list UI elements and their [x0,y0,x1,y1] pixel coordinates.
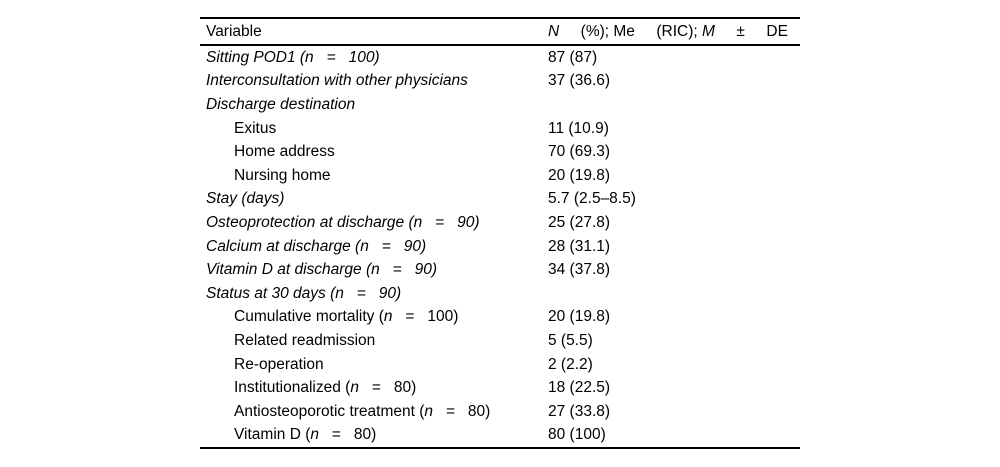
label-run: Exitus [234,119,277,137]
row-value: 27 (33.8) [548,402,611,420]
row-value: 2 (2.2) [548,355,593,373]
label-run: = 100) [392,308,459,326]
header-segment: DE [766,23,788,41]
table-row: Cumulative mortality (n = 100) 20 (19.8) [200,306,800,330]
label-run: ± [736,22,745,40]
label-run-italic: n [350,379,359,397]
table-row: Related readmission 5 (5.5) [200,329,800,353]
label-run-italic: n [424,402,434,420]
row-label: Discharge destination [200,96,355,114]
label-run: Home address [234,143,335,161]
label-run-italic: n [310,426,319,444]
label-run: (%); Me [580,22,635,40]
row-label: Re-operation [200,356,324,374]
header-segment: N [548,23,559,41]
row-label: Sitting POD1 (n = 100) [200,49,380,67]
results-table: Variable N (%); Me (RIC); M ± DE Sitting POD… [200,17,800,450]
table-row: Discharge destination [200,93,800,117]
table-row: Stay (days) 5.7 (2.5–8.5) [200,188,800,212]
row-label: Related readmission [200,332,375,350]
row-value: 5 (5.5) [548,331,593,349]
row-value: 25 (27.8) [548,213,611,231]
column-header-variable: Variable [206,22,262,40]
table-row: Interconsultation with other physicians 3… [200,70,800,94]
label-run-italic: M [702,22,715,40]
table-row: Institutionalized (n = 80) 18 (22.5) [200,376,800,400]
label-run: Cumulative mortality ( [234,308,384,326]
row-label: Vitamin D at discharge (n = 90) [200,261,437,279]
row-value: 80 (100) [548,426,606,444]
label-run: Vitamin D ( [234,426,311,444]
row-label: Vitamin D (n = 80) [200,426,376,444]
table-row: Home address 70 (69.3) [200,140,800,164]
label-run-italic: Stay (days) [206,190,285,208]
table-row: Antiosteoporotic treatment (n = 80) 27 (3… [200,400,800,424]
label-run-italic: Interconsultation with other physicians [206,72,468,90]
label-run: Re-operation [234,355,324,373]
table-row: Nursing home 20 (19.8) [200,164,800,188]
header-segment: ± [736,23,745,41]
table-row: Vitamin D (n = 80) 80 (100) [200,424,800,448]
row-value: 28 (31.1) [548,237,611,255]
row-label: Cumulative mortality (n = 100) [200,308,458,326]
row-label: Exitus [200,120,276,138]
label-run-italic: Calcium at discharge (n = 90) [206,237,427,255]
table-body: Sitting POD1 (n = 100) 87 (87) Interconsul… [200,46,800,447]
header-segment: (%); Me [581,23,635,41]
label-run-italic: Vitamin D at discharge (n = 90) [206,261,438,279]
label-run: = 80) [358,379,417,397]
table-row: Exitus 11 (10.9) [200,117,800,141]
row-label: Osteoprotection at discharge (n = 90) [200,214,480,232]
row-value: 37 (36.6) [548,72,611,90]
table-row: Re-operation 2 (2.2) [200,353,800,377]
label-run: = 80) [319,426,377,444]
table-row: Sitting POD1 (n = 100) 87 (87) [200,46,800,70]
label-run: Nursing home [234,166,331,184]
label-run: Related readmission [234,331,376,349]
row-label: Interconsultation with other physicians [200,72,468,90]
row-label: Status at 30 days (n = 90) [200,285,401,303]
label-run-italic: Discharge destination [206,95,356,113]
row-label: Institutionalized (n = 80) [200,379,416,397]
row-label: Antiosteoporotic treatment (n = 80) [200,403,490,421]
header-segment: (RIC); M [656,23,715,41]
label-run-italic: n [383,308,393,326]
label-run-italic: N [548,22,560,40]
row-label: Home address [200,143,335,161]
table-row: Status at 30 days (n = 90) [200,282,800,306]
label-run: (RIC); [656,22,703,40]
label-run-italic: Osteoprotection at discharge (n = 90) [206,213,480,231]
row-value: 20 (19.8) [548,308,611,326]
column-header-values: N (%); Me (RIC); M ± DE [548,19,788,44]
row-label: Stay (days) [200,190,284,208]
label-run: = 80) [433,402,491,420]
row-value: 18 (22.5) [548,379,611,397]
table-row: Osteoprotection at discharge (n = 90) 25 … [200,211,800,235]
label-run: Institutionalized ( [234,379,351,397]
row-value: 11 (10.9) [548,119,609,137]
table-row: Vitamin D at discharge (n = 90) 34 (37.8) [200,258,800,282]
row-label: Calcium at discharge (n = 90) [200,238,426,256]
label-run: Antiosteoporotic treatment ( [234,402,425,420]
row-label: Nursing home [200,167,331,185]
row-value: 34 (37.8) [548,261,611,279]
label-run-italic: Sitting POD1 (n = 100) [206,48,380,66]
table-header-row: Variable N (%); Me (RIC); M ± DE [200,19,800,46]
label-run-italic: Status at 30 days (n = 90) [206,284,402,302]
label-run: DE [766,22,788,40]
row-value: 20 (19.8) [548,166,611,184]
row-value: 5.7 (2.5–8.5) [548,190,636,208]
row-value: 70 (69.3) [548,143,611,161]
table-row: Calcium at discharge (n = 90) 28 (31.1) [200,235,800,259]
row-value: 87 (87) [548,48,598,66]
